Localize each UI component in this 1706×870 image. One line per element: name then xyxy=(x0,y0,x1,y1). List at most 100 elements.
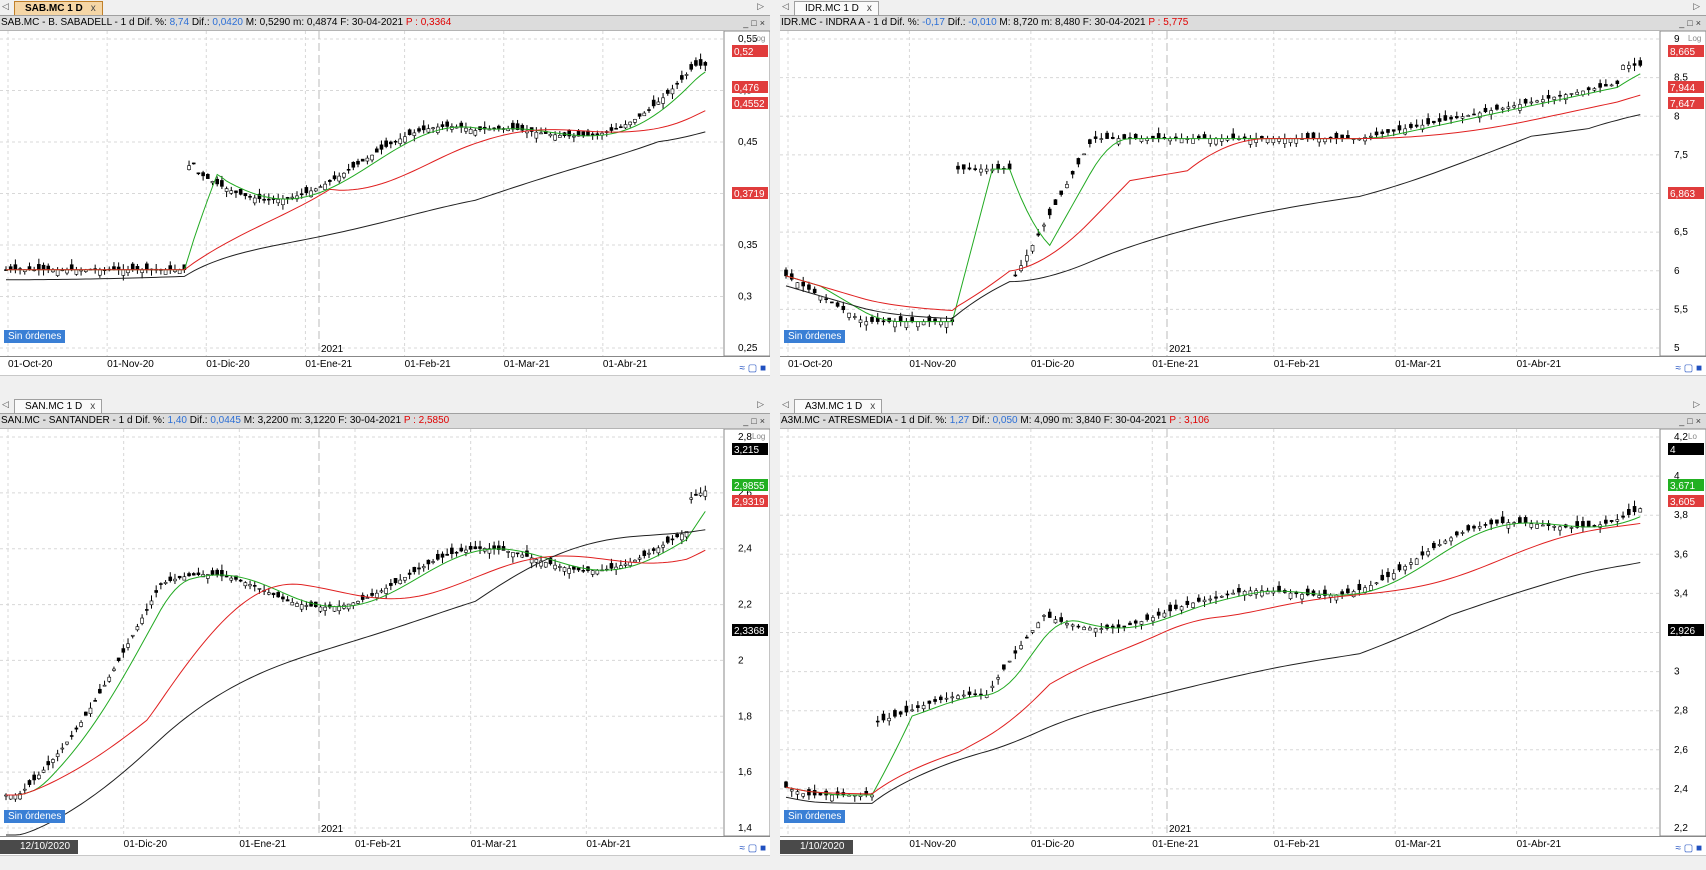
window-buttons[interactable]: _□× xyxy=(743,416,768,426)
candle-body xyxy=(252,585,257,587)
price-chart[interactable]: 4,243,83,63,43,232,82,62,42,22021Lo43,67… xyxy=(780,429,1706,836)
price-badge-text: 0,3719 xyxy=(734,189,765,200)
candle-body xyxy=(1466,115,1471,117)
price-chart[interactable]: 98,587,576,565,552021Log8,6657,9447,6476… xyxy=(780,31,1706,356)
candle-body xyxy=(323,606,327,611)
price-badge: 3,605 xyxy=(1668,495,1704,508)
tab-scroll-left-icon[interactable]: ◁ xyxy=(782,399,789,409)
candle-body xyxy=(496,125,501,129)
cursor-date-label: 1/10/2020 xyxy=(780,840,853,854)
tab-idr[interactable]: IDR.MC 1 D x xyxy=(794,1,879,15)
tab-scroll-right-icon[interactable]: ▷ xyxy=(1693,399,1700,409)
tab-scroll-left-icon[interactable]: ◁ xyxy=(2,399,9,409)
candle-body xyxy=(8,794,13,800)
chart-panel-sab[interactable]: ◁ SAB.MC 1 D x ▷ SAB.MC - B. SABADELL - 1 d … xyxy=(0,0,770,390)
horizontal-scrollbar[interactable] xyxy=(0,375,770,390)
y-tick-label: 5,5 xyxy=(1674,304,1688,315)
price-chart[interactable]: 0,550,50,450,40,350,30,252021Log0,520,47… xyxy=(0,31,770,356)
horizontal-scrollbar[interactable] xyxy=(780,855,1706,870)
candle-body xyxy=(893,321,897,328)
ma-mid-line xyxy=(6,110,706,271)
tab-scroll-left-icon[interactable]: ◁ xyxy=(2,1,9,11)
candle-body xyxy=(1082,626,1086,631)
chart-panel-san[interactable]: ◁ SAN.MC 1 D x ▷ SAN.MC - SANTANDER - 1 d Di… xyxy=(0,398,770,870)
horizontal-scrollbar[interactable] xyxy=(0,855,770,870)
orders-button[interactable]: Sin órdenes xyxy=(4,810,66,823)
candle-body xyxy=(1065,184,1069,189)
chart-tools[interactable]: ≈ ▢ ■ xyxy=(1675,363,1702,374)
tab-a3m[interactable]: A3M.MC 1 D x xyxy=(794,399,883,413)
x-tick-label: 01-Abr-21 xyxy=(602,359,648,370)
window-buttons[interactable]: _□× xyxy=(743,18,768,28)
candle-body xyxy=(318,606,323,612)
tab-scroll-right-icon[interactable]: ▷ xyxy=(757,1,764,11)
close-icon[interactable]: x xyxy=(866,3,872,14)
tab-scroll-right-icon[interactable]: ▷ xyxy=(757,399,764,409)
candle-body xyxy=(159,583,163,585)
candle-body xyxy=(633,118,637,123)
candle-body xyxy=(1225,593,1230,596)
window-buttons[interactable]: _□× xyxy=(1679,416,1704,426)
candle-body xyxy=(1558,526,1562,531)
chart-tools[interactable]: ≈ ▢ ■ xyxy=(739,363,766,374)
candle-body xyxy=(916,705,920,708)
price-badge-bg xyxy=(732,479,768,491)
candle-body xyxy=(661,544,665,548)
candle-body xyxy=(130,263,135,271)
candle-body xyxy=(426,128,431,133)
y-tick-label: 2 xyxy=(738,655,744,666)
candle-body xyxy=(1575,521,1580,528)
candle-body xyxy=(1133,620,1138,624)
window-buttons[interactable]: _□× xyxy=(1679,18,1704,28)
candle-body xyxy=(1053,619,1058,624)
candle-body xyxy=(870,316,874,322)
ma-slow-line xyxy=(5,529,706,836)
chart-tools[interactable]: ≈ ▢ ■ xyxy=(739,843,766,854)
candle-body xyxy=(55,269,60,276)
candle-body xyxy=(257,588,262,590)
candle-body xyxy=(421,566,426,569)
chart-tools[interactable]: ≈ ▢ ■ xyxy=(1675,843,1702,854)
candle-body xyxy=(1300,594,1304,600)
chart-panel-idr[interactable]: ◁ IDR.MC 1 D x ▷ IDR.MC - INDRA A - 1 d Dif.… xyxy=(780,0,1706,390)
candle-body xyxy=(1122,134,1127,139)
candle-body xyxy=(939,696,943,701)
chart-panel-a3m[interactable]: ◁ A3M.MC 1 D x ▷ A3M.MC - ATRESMEDIA - 1 d D… xyxy=(780,398,1706,870)
price-badge-bg xyxy=(1668,495,1704,507)
candle-body xyxy=(1506,522,1511,529)
tab-scroll-right-icon[interactable]: ▷ xyxy=(1693,1,1700,11)
ma-mid-line xyxy=(785,94,1641,312)
tab-san[interactable]: SAN.MC 1 D x xyxy=(14,399,103,413)
candle-body xyxy=(65,741,69,745)
candle-body xyxy=(656,547,661,554)
price-chart[interactable]: 2,8 2,6 2,4 2,2 2 1,8 1,6 1,4 2021 Log 3,215 2,9855… xyxy=(0,429,770,836)
candle-body xyxy=(1569,93,1574,95)
close-icon[interactable]: x xyxy=(90,3,96,14)
price-badge: 3,671 xyxy=(1668,479,1704,492)
x-tick-label: 01-Nov-20 xyxy=(909,359,957,370)
candle-body xyxy=(1093,136,1098,139)
candle-body xyxy=(267,198,271,201)
tab-scroll-left-icon[interactable]: ◁ xyxy=(782,1,789,11)
candle-body xyxy=(262,198,266,201)
candle-body xyxy=(290,602,295,606)
close-icon[interactable]: x xyxy=(870,401,876,412)
candle-body xyxy=(1432,120,1436,124)
candle-body xyxy=(670,88,675,95)
candle-body xyxy=(173,578,177,582)
close-icon[interactable]: x xyxy=(90,401,96,412)
candle-body xyxy=(1391,573,1396,580)
orders-button[interactable]: Sin órdenes xyxy=(784,810,846,823)
tab-label: SAN.MC 1 D xyxy=(25,401,83,412)
tab-sab[interactable]: SAB.MC 1 D x xyxy=(14,1,103,15)
candle-body xyxy=(224,188,229,192)
orders-button[interactable]: Sin órdenes xyxy=(784,330,846,343)
candle-body xyxy=(1179,606,1184,611)
price-badge-text: 3,671 xyxy=(1670,481,1695,492)
horizontal-scrollbar[interactable] xyxy=(780,375,1706,390)
candle-body xyxy=(661,97,665,104)
orders-button[interactable]: Sin órdenes xyxy=(4,330,66,343)
candle-body xyxy=(1621,65,1625,70)
price-badge-bg xyxy=(732,97,768,109)
candle-body xyxy=(440,124,445,127)
